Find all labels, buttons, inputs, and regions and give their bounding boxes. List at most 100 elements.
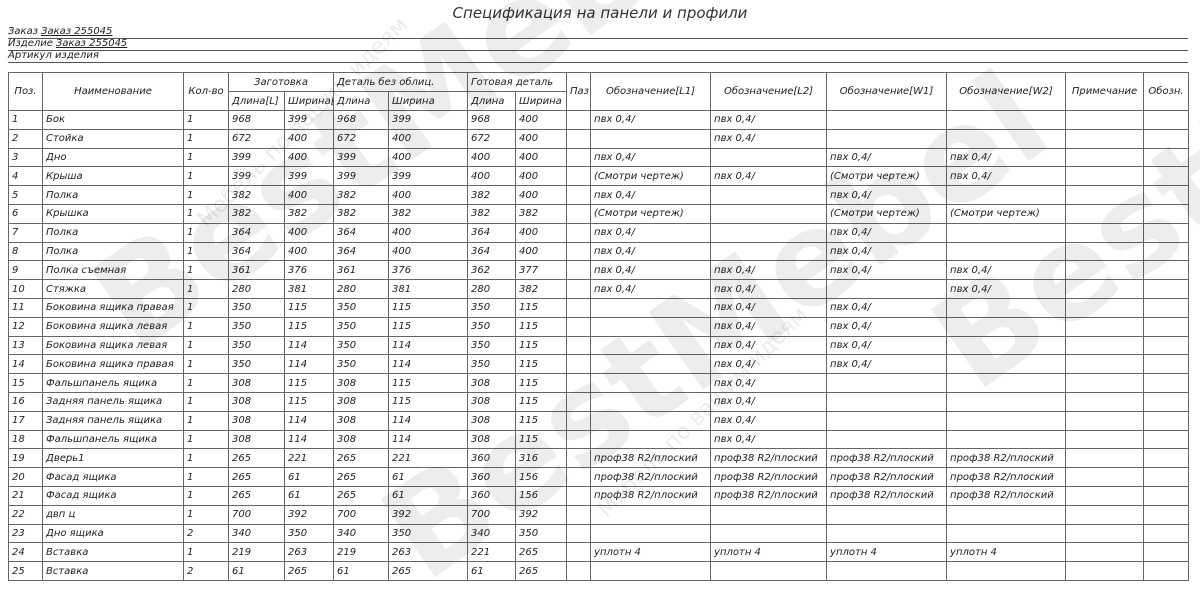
cell-l1 xyxy=(590,128,712,149)
cell-l2 xyxy=(710,561,828,581)
cell-raw-width: 382 xyxy=(388,203,469,224)
cell-finished-width: 400 xyxy=(515,185,568,205)
cell-finished-length: 308 xyxy=(467,391,517,412)
cell-finished-width: 156 xyxy=(515,485,568,506)
cell-raw-length: 308 xyxy=(333,410,390,431)
table-row: 2 Стойка 1 672 400 672 400 672 400 пвх 0,4/ xyxy=(8,128,1190,149)
header-pos: Поз. xyxy=(8,72,43,111)
cell-w2 xyxy=(946,561,1067,581)
cell-l1: пвх 0,4/ xyxy=(590,185,712,205)
cell-groove xyxy=(566,485,592,506)
cell-name: Крышка xyxy=(42,203,184,224)
cell-finished-length: 308 xyxy=(467,373,517,393)
cell-blank-length: 364 xyxy=(228,222,285,243)
cell-w2: пвх 0,4/ xyxy=(946,147,1067,168)
cell-designation xyxy=(1143,391,1190,412)
cell-raw-length: 399 xyxy=(333,166,390,187)
cell-finished-length: 360 xyxy=(467,485,517,506)
cell-name: Вставка xyxy=(42,542,184,563)
cell-l2: пвх 0,4/ xyxy=(710,128,828,149)
cell-finished-length: 364 xyxy=(467,222,517,243)
cell-w1: пвх 0,4/ xyxy=(826,316,948,337)
cell-pos: 20 xyxy=(8,467,43,487)
cell-finished-length: 362 xyxy=(467,260,517,281)
header-qty: Кол-во xyxy=(183,72,229,111)
cell-designation xyxy=(1143,241,1190,262)
cell-blank-width: 115 xyxy=(283,373,335,393)
cell-qty: 2 xyxy=(183,523,229,544)
cell-raw-width: 115 xyxy=(388,391,469,412)
cell-w1: проф38 R2/плоский xyxy=(826,467,948,487)
cell-qty: 1 xyxy=(183,260,229,281)
cell-blank-width: 114 xyxy=(283,410,335,431)
cell-designation xyxy=(1143,147,1190,168)
cell-blank-width: 114 xyxy=(283,335,335,356)
cell-note xyxy=(1065,241,1145,262)
header-groove: Паз xyxy=(566,72,592,111)
cell-blank-length: 265 xyxy=(228,485,285,506)
cell-finished-width: 392 xyxy=(515,504,568,525)
cell-designation xyxy=(1143,448,1190,469)
cell-finished-length: 308 xyxy=(467,429,517,450)
cell-qty: 1 xyxy=(183,222,229,243)
cell-blank-width: 350 xyxy=(283,523,335,544)
cell-groove xyxy=(566,429,592,450)
cell-blank-width: 265 xyxy=(283,561,335,581)
cell-note xyxy=(1065,504,1145,525)
cell-note xyxy=(1065,410,1145,431)
cell-l1 xyxy=(590,297,712,318)
cell-name: Задняя панель ящика xyxy=(42,391,184,412)
cell-designation xyxy=(1143,542,1190,563)
cell-w2: проф38 R2/плоский xyxy=(946,448,1067,469)
cell-name: Полка xyxy=(42,185,184,205)
cell-raw-length: 382 xyxy=(333,203,390,224)
meta-article: Артикул изделия xyxy=(8,50,1188,63)
cell-finished-length: 350 xyxy=(467,297,517,318)
header-finished-width: Ширина xyxy=(515,91,568,111)
cell-raw-length: 280 xyxy=(333,279,390,299)
cell-qty: 2 xyxy=(183,561,229,581)
cell-note xyxy=(1065,185,1145,205)
cell-qty: 1 xyxy=(183,373,229,393)
cell-designation xyxy=(1143,485,1190,506)
cell-raw-length: 364 xyxy=(333,241,390,262)
cell-blank-width: 263 xyxy=(283,542,335,563)
table-row: 3 Дно 1 399 400 399 400 400 400 пвх 0,4/пвх 0,4/п… xyxy=(8,147,1190,168)
cell-designation xyxy=(1143,110,1190,130)
cell-raw-width: 265 xyxy=(388,561,469,581)
cell-finished-length: 360 xyxy=(467,467,517,487)
table-row: 7 Полка 1 364 400 364 400 364 400 пвх 0,4/пвх 0,4… xyxy=(8,222,1190,243)
cell-pos: 7 xyxy=(8,222,43,243)
cell-name: Боковина ящика правая xyxy=(42,354,184,375)
cell-finished-width: 400 xyxy=(515,166,568,187)
cell-note xyxy=(1065,279,1145,299)
cell-name: Дверь1 xyxy=(42,448,184,469)
cell-pos: 3 xyxy=(8,147,43,168)
cell-w1 xyxy=(826,279,948,299)
cell-qty: 1 xyxy=(183,203,229,224)
cell-groove xyxy=(566,316,592,337)
cell-designation xyxy=(1143,166,1190,187)
cell-designation xyxy=(1143,316,1190,337)
cell-finished-width: 382 xyxy=(515,203,568,224)
cell-groove xyxy=(566,335,592,356)
cell-w2: (Смотри чертеж) xyxy=(946,203,1067,224)
cell-designation xyxy=(1143,260,1190,281)
cell-raw-width: 381 xyxy=(388,279,469,299)
cell-w1 xyxy=(826,373,948,393)
header-finished: Готовая деталь xyxy=(467,72,568,92)
cell-name: Боковина ящика правая xyxy=(42,297,184,318)
cell-name: Бок xyxy=(42,110,184,130)
table-row: 4 Крыша 1 399 399 399 399 400 400 (Смотри чертеж)… xyxy=(8,166,1190,187)
cell-finished-width: 400 xyxy=(515,128,568,149)
cell-l1 xyxy=(590,373,712,393)
cell-name: Вставка xyxy=(42,561,184,581)
cell-finished-length: 308 xyxy=(467,410,517,431)
cell-pos: 9 xyxy=(8,260,43,281)
cell-raw-width: 376 xyxy=(388,260,469,281)
cell-l1 xyxy=(590,429,712,450)
cell-note xyxy=(1065,297,1145,318)
cell-designation xyxy=(1143,185,1190,205)
cell-w2 xyxy=(946,373,1067,393)
cell-l2: проф38 R2/плоский xyxy=(710,467,828,487)
